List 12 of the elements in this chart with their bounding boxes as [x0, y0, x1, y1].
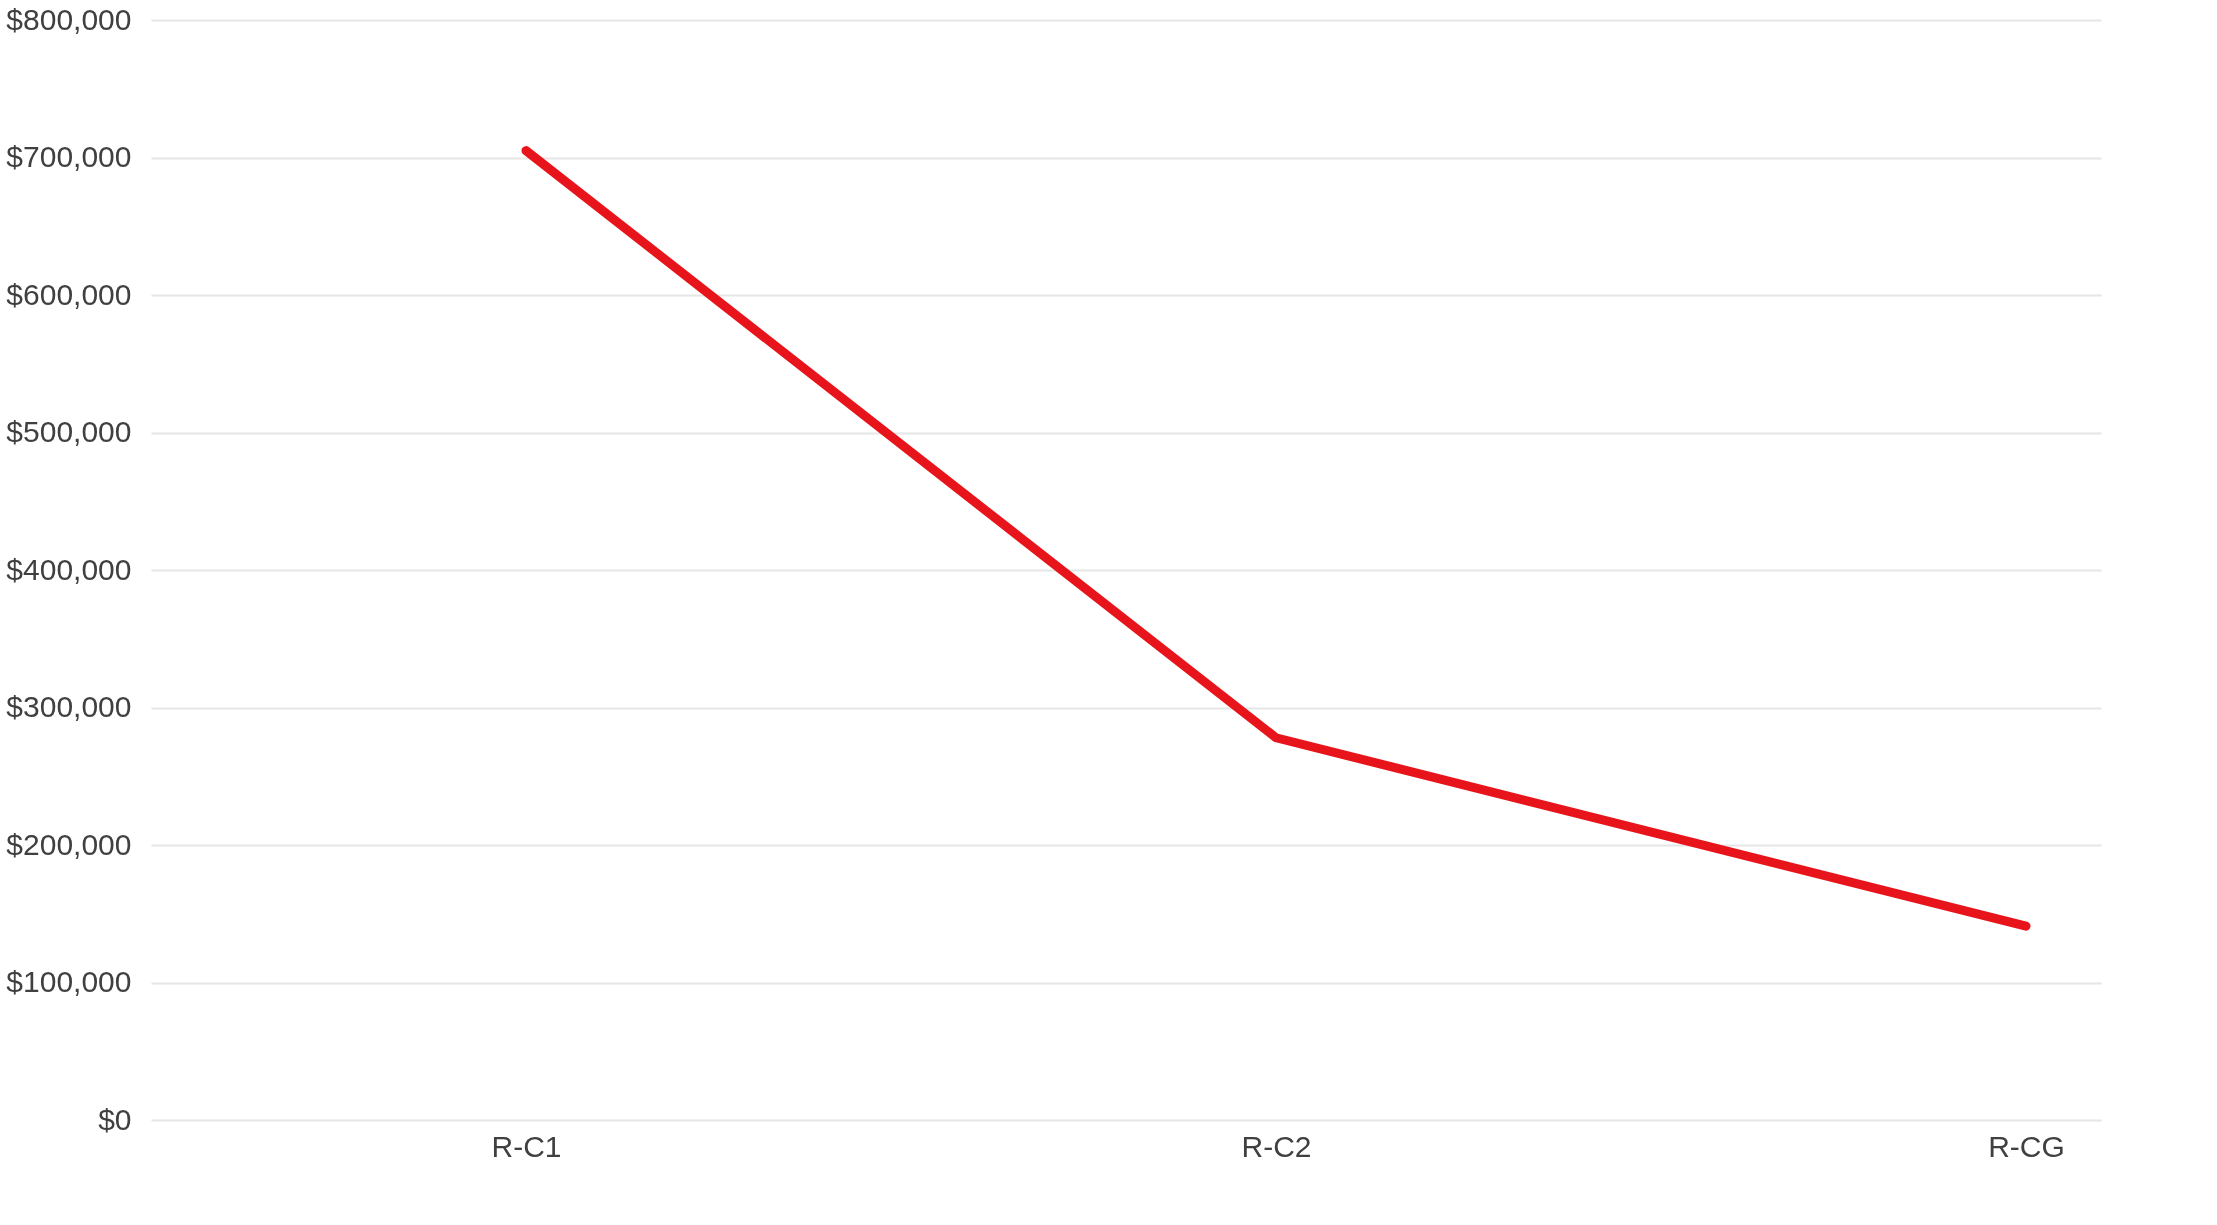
- y-tick-label: $400,000: [6, 552, 132, 586]
- y-tick-label: $700,000: [6, 140, 132, 173]
- y-tick-label: $100,000: [6, 965, 132, 998]
- x-tick-label: R-C2: [1241, 1129, 1312, 1163]
- y-tick-label: $300,000: [6, 690, 132, 723]
- y-tick-label: $500,000: [6, 415, 132, 448]
- y-tick-label: $0: [98, 1102, 132, 1136]
- y-tick-label: $200,000: [6, 827, 132, 861]
- y-tick-label: $800,000: [6, 2, 132, 36]
- x-tick-label: R-C1: [491, 1129, 562, 1163]
- y-tick-label: $600,000: [6, 277, 132, 311]
- x-tick-label: R-CG: [1988, 1129, 2065, 1163]
